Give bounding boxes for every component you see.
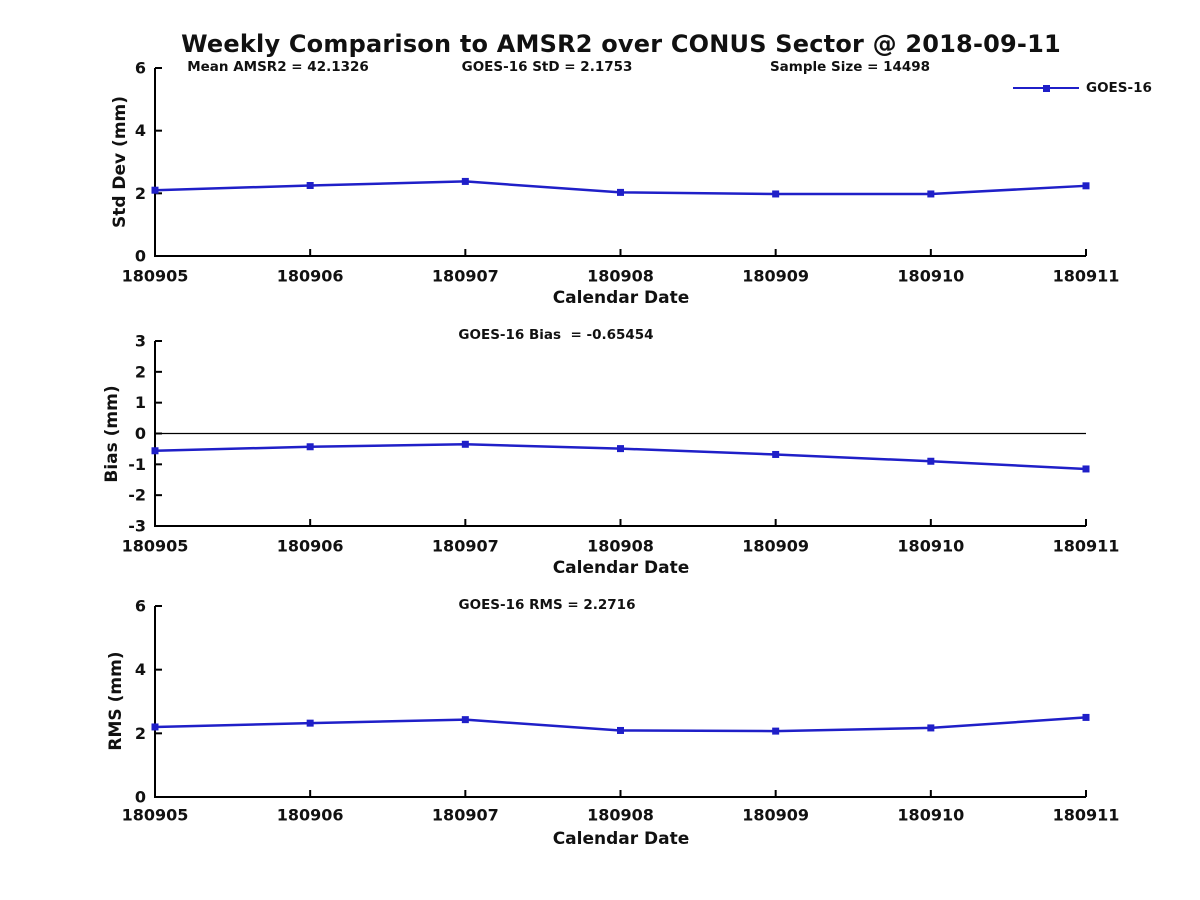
rms-data-point bbox=[617, 726, 624, 734]
rms-data-point bbox=[306, 719, 314, 727]
rms-x-tick-label: 180905 bbox=[122, 806, 189, 825]
std-dev-x-tick-label: 180905 bbox=[122, 267, 189, 286]
annotation-mean-amsr2: Mean AMSR2 = 42.1326 bbox=[187, 59, 369, 75]
std-dev-x-tick-label: 180907 bbox=[432, 267, 499, 286]
bias-data-point bbox=[927, 457, 935, 465]
bias-y-tick-label: 0 bbox=[135, 424, 146, 443]
bias-x-tick-label: 180910 bbox=[897, 537, 964, 556]
std-dev-x-tick-label: 180911 bbox=[1053, 267, 1120, 286]
bias-y-tick-label: -3 bbox=[128, 517, 146, 536]
bias-y-tick-label: -2 bbox=[128, 486, 146, 505]
xlabel-calendar-date-2: Calendar Date bbox=[552, 558, 690, 578]
bias-x-tick-label: 180909 bbox=[742, 537, 809, 556]
rms-x-tick-label: 180911 bbox=[1053, 806, 1120, 825]
ylabel-bias: Bias (mm) bbox=[102, 385, 122, 483]
xlabel-calendar-date-3: Calendar Date bbox=[552, 829, 690, 849]
bias-y-tick-label: 1 bbox=[135, 393, 146, 412]
xlabel-calendar-date-1: Calendar Date bbox=[552, 288, 690, 308]
std-dev-data-point bbox=[617, 188, 624, 196]
annotation-goes16-std: GOES-16 StD = 2.1753 bbox=[461, 59, 633, 75]
std-dev-x-tick-label: 180906 bbox=[277, 267, 344, 286]
bias-x-tick-label: 180911 bbox=[1053, 537, 1120, 556]
rms-data-point bbox=[927, 724, 935, 732]
bias-y-tick-label: 2 bbox=[135, 362, 146, 381]
rms-x-tick-label: 180908 bbox=[587, 806, 654, 825]
rms-x-tick-label: 180910 bbox=[897, 806, 964, 825]
std-dev-x-tick-label: 180910 bbox=[897, 267, 964, 286]
std-dev-x-tick-label: 180909 bbox=[742, 267, 809, 286]
rms-y-tick-label: 4 bbox=[135, 660, 146, 679]
std-dev-data-point bbox=[306, 182, 314, 189]
bias-y-tick-label: 3 bbox=[135, 332, 146, 351]
legend: GOES-16 bbox=[1013, 80, 1152, 96]
std-dev-y-tick-label: 6 bbox=[135, 59, 146, 78]
bias-data-point bbox=[461, 440, 469, 448]
annotation-sample-size: Sample Size = 14498 bbox=[769, 59, 931, 75]
std-dev-y-tick-label: 2 bbox=[135, 184, 146, 203]
std-dev-data-point bbox=[927, 190, 935, 198]
annotation-goes16-rms: GOES-16 RMS = 2.2716 bbox=[458, 597, 636, 613]
rms-y-tick-label: 6 bbox=[135, 597, 146, 616]
bias-data-point bbox=[617, 445, 624, 453]
rms-y-tick-label: 0 bbox=[135, 788, 146, 807]
bias-y-tick-label: -1 bbox=[128, 455, 146, 474]
std-dev-x-tick-label: 180908 bbox=[587, 267, 654, 286]
rms-data-point bbox=[461, 716, 469, 724]
bias-data-point bbox=[151, 447, 159, 455]
rms-data-point bbox=[772, 727, 780, 735]
bias-data-point bbox=[306, 443, 314, 451]
figure-title: Weekly Comparison to AMSR2 over CONUS Se… bbox=[181, 30, 1061, 58]
std-dev-data-point bbox=[461, 177, 469, 185]
std-dev-data-point bbox=[151, 186, 159, 194]
bias-data-point bbox=[1082, 465, 1090, 473]
rms-data-point bbox=[151, 723, 159, 731]
std-dev-data-point bbox=[1082, 182, 1090, 190]
bias-data-point bbox=[772, 450, 780, 458]
rms-axes bbox=[154, 606, 1086, 798]
std-dev-y-tick-label: 4 bbox=[135, 121, 146, 140]
rms-x-tick-label: 180909 bbox=[742, 806, 809, 825]
annotation-goes16-bias: GOES-16 Bias = -0.65454 bbox=[458, 327, 654, 343]
legend-label: GOES-16 bbox=[1086, 80, 1152, 96]
std-dev-y-tick-label: 0 bbox=[135, 247, 146, 266]
rms-x-tick-label: 180906 bbox=[277, 806, 344, 825]
std-dev-axes bbox=[154, 68, 1086, 257]
rms-x-tick-label: 180907 bbox=[432, 806, 499, 825]
bias-x-tick-label: 180906 bbox=[277, 537, 344, 556]
rms-data-point bbox=[1082, 713, 1090, 721]
ylabel-rms: RMS (mm) bbox=[106, 651, 126, 751]
bias-x-tick-label: 180907 bbox=[432, 537, 499, 556]
rms-y-tick-label: 2 bbox=[135, 724, 146, 743]
bias-x-tick-label: 180905 bbox=[122, 537, 189, 556]
legend-line-marker-icon bbox=[1013, 80, 1079, 96]
std-dev-data-point bbox=[772, 190, 780, 198]
ylabel-std-dev: Std Dev (mm) bbox=[110, 95, 130, 229]
bias-x-tick-label: 180908 bbox=[587, 537, 654, 556]
